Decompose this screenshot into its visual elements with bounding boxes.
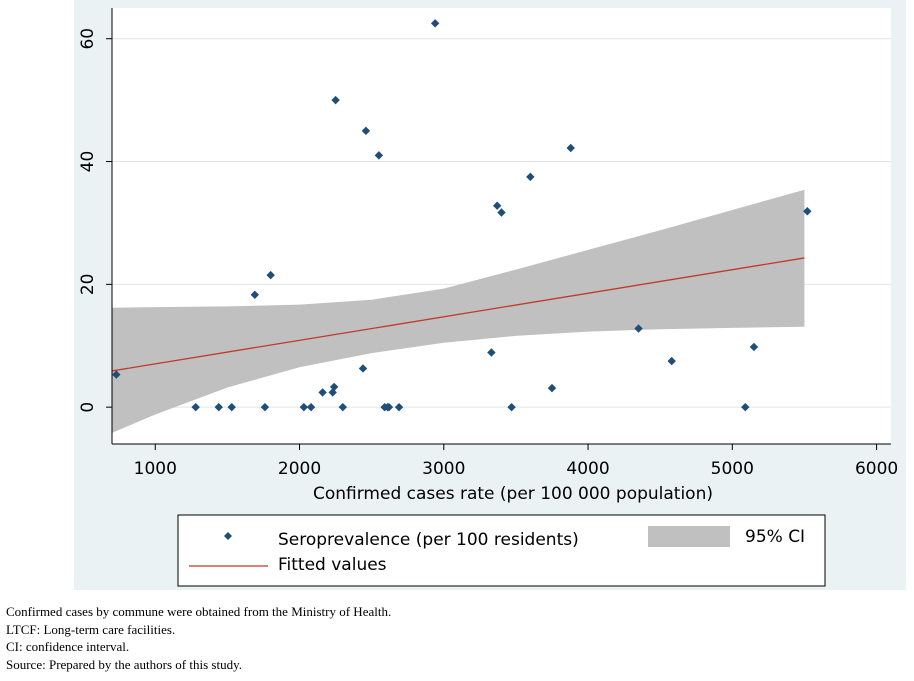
data-point-29 xyxy=(634,324,643,333)
data-point-0 xyxy=(112,370,121,379)
data-point-1 xyxy=(191,402,200,412)
note-ci: CI: confidence interval. xyxy=(6,639,130,654)
data-point-8 xyxy=(306,402,316,412)
data-point-22 xyxy=(487,348,496,357)
data-point-24 xyxy=(497,208,506,217)
data-point-5 xyxy=(260,402,270,412)
data-point-7 xyxy=(299,402,309,412)
data-point-11 xyxy=(329,382,339,392)
data-point-27 xyxy=(547,383,557,393)
data-point-25 xyxy=(507,402,516,412)
figure-notes: Confirmed cases by commune were obtained… xyxy=(6,603,391,673)
legend-label-seroprevalence: Seroprevalence (per 100 residents) xyxy=(278,530,579,550)
x-tick-label-5000: 5000 xyxy=(711,459,754,479)
data-point-31 xyxy=(741,402,750,412)
data-point-15 xyxy=(361,126,371,136)
chart-figure: 1000 2000 3000 4000 5000 6000 0 20 40 60 Confirm… xyxy=(74,0,906,590)
axes xyxy=(106,8,891,450)
legend: Seroprevalence (per 100 residents) 95% C… xyxy=(177,514,826,587)
data-point-13 xyxy=(338,402,348,412)
x-tick-label-3000: 3000 xyxy=(422,459,465,479)
data-point-30 xyxy=(667,356,676,366)
x-tick-label-4000: 4000 xyxy=(566,459,609,479)
data-points xyxy=(112,19,812,412)
data-point-9 xyxy=(318,388,327,397)
legend-box xyxy=(177,514,826,587)
legend-label-fitted: Fitted values xyxy=(278,555,387,575)
y-tick-label-20: 20 xyxy=(78,274,98,296)
data-point-4 xyxy=(250,290,260,299)
x-tick-label-1000: 1000 xyxy=(134,459,177,479)
y-tick-label-0: 0 xyxy=(78,402,98,413)
ci-band xyxy=(112,189,805,433)
x-tick-labels: 1000 2000 3000 4000 5000 6000 xyxy=(134,459,899,479)
data-point-23 xyxy=(492,201,502,210)
legend-marker-seroprevalence xyxy=(224,532,232,540)
fitted-line xyxy=(111,257,805,372)
y-tick-label-60: 60 xyxy=(78,28,98,50)
data-point-3 xyxy=(227,402,236,412)
note-source-data: Confirmed cases by commune were obtained… xyxy=(6,604,392,619)
legend-swatch-ci xyxy=(648,526,730,547)
note-source: Source: Prepared by the authors of this … xyxy=(6,656,242,672)
y-tick-label-40: 40 xyxy=(78,151,98,173)
data-point-2 xyxy=(214,402,223,412)
data-point-21 xyxy=(430,19,440,28)
data-point-16 xyxy=(374,151,384,160)
data-point-12 xyxy=(331,95,340,105)
data-point-20 xyxy=(394,402,404,412)
y-tick-labels: 0 20 40 60 xyxy=(78,28,98,413)
x-axis-title: Confirmed cases rate (per 100 000 popula… xyxy=(313,484,713,504)
note-ltcf: LTCF: Long-term care facilities. xyxy=(6,621,176,637)
x-tick-label-6000: 6000 xyxy=(855,459,898,479)
data-point-32 xyxy=(749,342,759,352)
data-point-19 xyxy=(384,402,394,412)
data-point-33 xyxy=(803,207,812,216)
data-point-26 xyxy=(526,172,535,182)
legend-label-ci: 95% CI xyxy=(745,527,805,547)
x-tick-label-2000: 2000 xyxy=(278,459,321,479)
data-point-6 xyxy=(266,270,275,280)
data-point-14 xyxy=(358,364,368,373)
data-point-28 xyxy=(566,143,575,153)
